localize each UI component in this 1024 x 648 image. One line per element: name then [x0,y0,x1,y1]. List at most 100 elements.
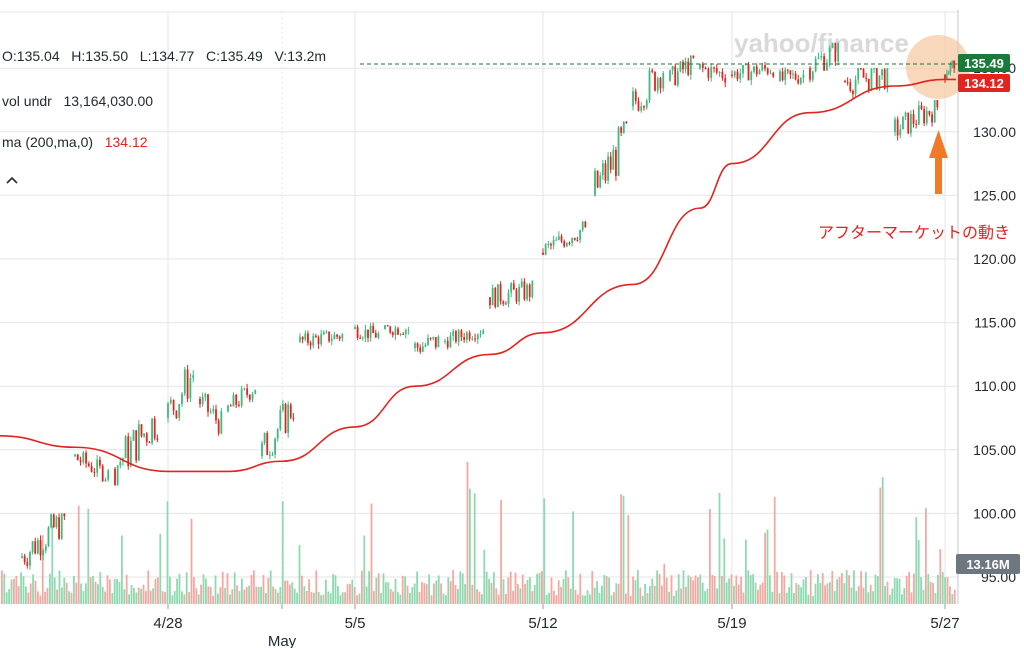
volume-bar [833,590,836,604]
candle-body [189,377,192,399]
candle-body [114,468,116,486]
volume-bar [161,591,164,604]
volume-bar [917,540,920,604]
volume-indicator-legend[interactable]: vol undr 13,164,030.00 [2,93,153,109]
svg-text:135.49: 135.49 [964,56,1004,71]
volume-bar [97,584,99,604]
candle-body [82,452,85,463]
candle-body [654,71,656,91]
candle-body [718,71,721,73]
candle-body [849,82,852,91]
volume-bar [476,589,478,604]
volume-bar [627,515,630,604]
candle-body [151,418,153,444]
volume-bar [668,591,670,604]
candle-body [710,67,713,78]
volume-bar [519,588,522,604]
candle-body [140,424,143,437]
candle-body [271,454,274,456]
volume-bar [493,572,495,604]
volume-bar [121,535,123,604]
candle-body [547,243,550,245]
volume-bar [641,595,644,604]
volume-bar [284,580,286,604]
candle-body [135,430,138,461]
volume-bar [905,575,908,604]
volume-bar [185,572,188,604]
candle-body [238,404,240,406]
candle-body [704,67,707,69]
candle-body [758,70,761,75]
candle-body [23,556,26,563]
volume-bar [171,595,174,604]
candle-body [883,69,886,89]
volume-bar [663,563,666,604]
candle-body [640,106,643,111]
volume-bar [788,586,790,604]
volume-bar [255,586,258,604]
candle-body [707,68,710,78]
volume-bar [927,574,930,604]
candle-body [579,229,581,241]
volume-bar [821,572,824,604]
candle-body [692,55,695,58]
candle-body [528,284,531,297]
volume-bar [109,579,111,604]
candle-body [643,106,645,108]
candle-body [781,71,784,81]
candle-body [568,242,571,244]
volume-bar [152,588,154,604]
candle-body [29,552,31,566]
y-tick-label: 130.00 [973,124,1016,140]
candle-body [52,514,55,528]
volume-bar [601,585,603,604]
volume-bar [207,586,210,604]
volume-bar [15,575,18,604]
candle-body [742,64,744,74]
volume-bar [773,496,776,604]
candle-body [251,393,254,400]
volume-bar [853,570,855,604]
chevron-up-icon[interactable] [6,172,18,188]
candle-body [701,63,704,68]
low-value: 134.77 [151,48,195,64]
volume-bar [70,592,73,604]
ma-indicator-legend[interactable]: ma (200,ma,0) 134.12 [2,134,148,150]
candle-body [512,283,515,290]
volume-bar [781,572,783,604]
volume-bar [687,575,690,604]
candle-body [386,325,389,327]
volume-bar [509,571,512,604]
volume-bar [301,575,303,604]
volume-bar [745,539,747,604]
volume-bar [286,580,289,604]
candle-body [607,156,609,181]
candle-body [531,280,534,297]
x-tick-label: 5/19 [717,615,746,632]
volume-bar [867,592,870,604]
volume-bar [829,582,831,604]
candle-body [31,541,34,553]
candle-body [837,42,840,62]
volume-bar [428,574,430,604]
volume-bar [836,579,838,604]
volume-bar [269,570,272,604]
volume-bar [404,576,406,604]
candle-body [491,287,494,306]
volume-bar [682,570,685,604]
candle-body [232,394,235,407]
volume-bar [41,535,44,604]
volume-bar [154,578,157,604]
volume-bar [706,588,709,604]
volume-bar [159,533,162,604]
annotation-arrow-icon [929,130,948,194]
volume-bar [572,511,574,604]
candle-body [457,330,460,342]
candle-body [571,237,574,244]
volume-bar [339,595,342,604]
volume-bar [387,582,390,604]
volume-bar [329,593,332,604]
volume-bar [118,581,121,604]
volume-bar [334,575,337,604]
